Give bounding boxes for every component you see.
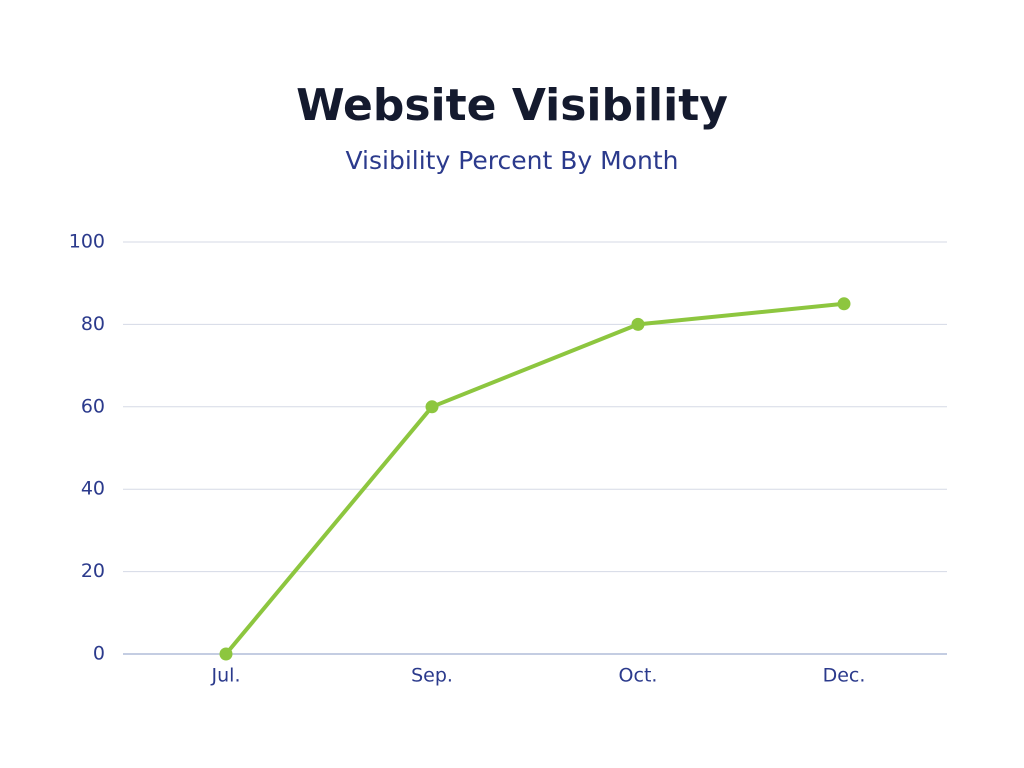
data-point xyxy=(631,317,645,331)
chart-title: Website Visibility xyxy=(296,80,728,131)
y-tick-label: 0 xyxy=(93,643,105,665)
data-line xyxy=(224,301,845,656)
data-point xyxy=(425,400,439,414)
x-tick-label: Jul. xyxy=(211,665,241,687)
data-point xyxy=(219,647,233,661)
x-tick-label: Oct. xyxy=(619,665,658,687)
data-point xyxy=(837,297,851,311)
y-tick-label: 60 xyxy=(81,395,105,417)
y-tick-label: 20 xyxy=(81,560,105,582)
chart-subtitle: Visibility Percent By Month xyxy=(346,146,679,175)
x-tick-label: Sep. xyxy=(411,665,453,687)
y-tick-label: 40 xyxy=(81,478,105,500)
y-tick-label: 100 xyxy=(69,231,105,253)
x-tick-label: Dec. xyxy=(823,665,866,687)
y-tick-label: 80 xyxy=(81,313,105,335)
